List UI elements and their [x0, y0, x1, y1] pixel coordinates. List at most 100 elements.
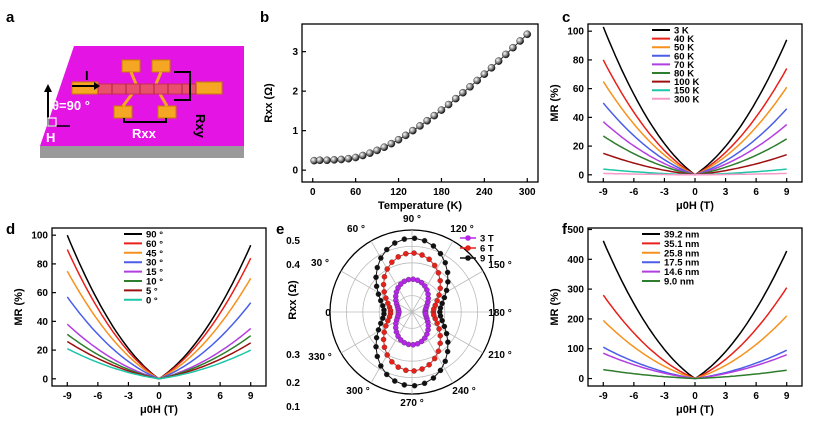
- data-point: [410, 276, 416, 282]
- angle-label: 210 °: [488, 350, 511, 361]
- data-point: [403, 367, 409, 374]
- series-line-8: [603, 172, 787, 176]
- y-tick-label: 40: [37, 317, 49, 328]
- data-point: [381, 273, 388, 280]
- data-point: [423, 116, 431, 125]
- data-point: [426, 361, 432, 368]
- data-point: [473, 76, 482, 85]
- data-point: [395, 254, 402, 260]
- x-tick-label: -9: [599, 391, 608, 402]
- data-point: [502, 50, 510, 59]
- y-tick-label: 1: [292, 126, 298, 137]
- data-point: [411, 250, 417, 256]
- y-tick-label: 20: [573, 142, 585, 153]
- current-label: I: [85, 68, 89, 83]
- panel-letter-d: d: [6, 221, 15, 238]
- chart-mr-vs-field-angle: -9 -6 -3 0 3 6 9 0 20 40 60 80 100 μ0H (T) MR (%) 90 °6…: [13, 227, 267, 416]
- legend-label: 9 T: [480, 254, 494, 265]
- data-point: [384, 352, 390, 358]
- x-tick-label: -6: [629, 187, 638, 198]
- data-point: [387, 139, 396, 148]
- x-tick-label: -6: [629, 391, 638, 402]
- legend-label: 100 K: [674, 77, 699, 88]
- data-point: [397, 281, 404, 287]
- angle-label: 240 °: [452, 386, 475, 397]
- data-point: [436, 292, 442, 298]
- legend-label: 10 °: [146, 277, 163, 288]
- data-point: [389, 259, 395, 265]
- x-tick-label: 60: [350, 187, 362, 198]
- legend-label: 45 °: [146, 248, 163, 259]
- substrate-top: [40, 46, 244, 146]
- data-point: [421, 380, 428, 387]
- contact-pad: [195, 81, 223, 95]
- data-point: [395, 364, 402, 370]
- legend-label: 35.1 nm: [664, 239, 699, 250]
- legend-label: 30 °: [146, 258, 163, 269]
- data-point: [401, 382, 408, 388]
- data-point: [442, 358, 448, 365]
- data-point: [337, 155, 346, 164]
- data-point: [430, 243, 437, 249]
- data-point: [366, 149, 374, 157]
- rxx-label: Rxx: [132, 126, 157, 141]
- data-point: [380, 281, 387, 288]
- y-tick-label: 200: [567, 314, 584, 325]
- angle-label: θ=90 °: [52, 98, 90, 113]
- data-point: [381, 344, 388, 351]
- polar-spoke: [370, 240, 413, 313]
- data-point: [466, 83, 474, 91]
- data-point: [441, 294, 448, 301]
- data-point: [358, 151, 367, 160]
- data-point: [437, 106, 446, 114]
- y-tick-label: 80: [573, 55, 585, 66]
- data-point: [397, 337, 404, 343]
- data-point: [384, 266, 390, 272]
- data-point: [380, 336, 387, 343]
- legend-label: 15 °: [146, 267, 163, 278]
- legend-label: 300 K: [674, 94, 699, 105]
- y-tick-label: 300: [567, 285, 584, 296]
- y-tick-label: 20: [37, 346, 49, 357]
- data-point: [378, 297, 384, 304]
- data-point: [437, 250, 444, 257]
- data-point: [392, 378, 398, 384]
- series-line-4: [602, 121, 788, 176]
- data-point: [373, 146, 381, 155]
- legend-label: 50 K: [674, 43, 694, 54]
- y-tick-label: 60: [573, 84, 585, 95]
- data-point: [373, 344, 379, 350]
- data-point: [523, 30, 532, 39]
- legend-label: 60 °: [146, 239, 163, 250]
- x-axis-label: μ0H (T): [140, 404, 178, 416]
- x-axis-label: μ0H (T): [676, 404, 714, 416]
- data-point: [411, 368, 417, 374]
- angle-label: 180 °: [488, 308, 511, 319]
- legend-label: 3 K: [674, 26, 689, 37]
- x-tick-label: 3: [187, 391, 193, 402]
- plot-frame: [301, 23, 539, 183]
- radial-tick-label: 0.3: [286, 350, 300, 361]
- legend-label: 70 K: [674, 60, 694, 71]
- data-point: [494, 57, 503, 65]
- legend-label: 0 °: [146, 295, 158, 306]
- data-point: [385, 318, 391, 324]
- y-axis-label: MR (%): [549, 84, 561, 122]
- angle-label: 0: [325, 308, 331, 319]
- data-point: [426, 256, 432, 263]
- data-point: [509, 43, 517, 52]
- legend-label: 3 T: [480, 234, 494, 245]
- data-point: [487, 64, 496, 72]
- x-tick-label: -3: [124, 391, 133, 402]
- y-tick-label: 0: [578, 170, 584, 181]
- data-point: [405, 341, 412, 348]
- field-arrow-head: [44, 84, 52, 92]
- legend-label: 80 K: [674, 69, 694, 80]
- legend-marker: [465, 235, 471, 241]
- data-point: [459, 88, 467, 97]
- data-point: [419, 252, 425, 258]
- x-tick-label: 9: [784, 187, 790, 198]
- data-point: [445, 339, 451, 345]
- data-point: [439, 317, 445, 324]
